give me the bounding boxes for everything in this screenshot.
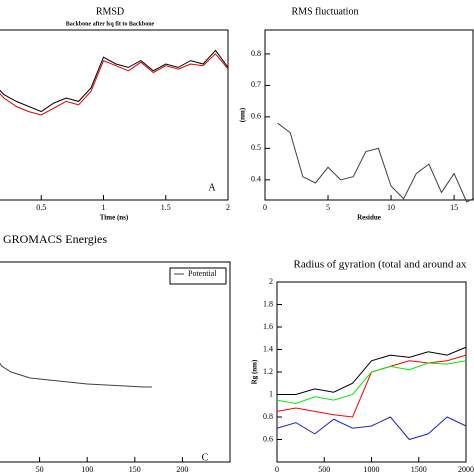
y-tick-label: 0.8 — [251, 49, 261, 58]
x-tick-label: 1 — [102, 203, 106, 212]
y-tick-label: 1.8 — [263, 299, 273, 308]
data-line — [0, 362, 152, 388]
x-tick-label: 0 — [275, 465, 279, 474]
y-tick-label: 1 — [269, 389, 273, 398]
plot-frame — [0, 261, 231, 463]
y-axis-label: Rg (nm) — [251, 359, 259, 384]
y-axis-label: (nm) — [239, 107, 247, 122]
y-tick-label: 0.6 — [251, 112, 261, 121]
x-tick-label: 150 — [129, 465, 141, 474]
x-tick-label: 1500 — [411, 465, 427, 474]
data-line — [277, 346, 467, 395]
data-line — [276, 354, 467, 418]
y-tick-label: 1.2 — [263, 367, 273, 376]
y-tick-label: 1.4 — [263, 344, 273, 353]
chart-title: RMSD — [96, 6, 124, 17]
panel-label: C — [202, 452, 209, 463]
data-line — [0, 49, 229, 113]
x-axis-label: Residue — [357, 214, 381, 222]
y-tick-label: 0.7 — [251, 80, 261, 89]
x-tick-label: 1000 — [364, 465, 380, 474]
plot-frame — [264, 29, 474, 201]
chart-title: RMS fluctuation — [292, 6, 359, 17]
panel-label: A — [208, 182, 216, 193]
x-tick-label: 2 — [226, 203, 230, 212]
x-tick-label: 2000 — [458, 465, 474, 474]
y-tick-label: 0.5 — [251, 143, 261, 152]
legend-label: Potential — [188, 269, 217, 278]
data-line — [0, 53, 229, 116]
data-line — [276, 416, 467, 441]
y-tick-label: 1.6 — [263, 322, 273, 331]
x-tick-label: 5 — [326, 203, 330, 212]
x-tick-label: 15 — [450, 203, 458, 212]
x-tick-label: 200 — [176, 465, 188, 474]
data-line — [276, 360, 467, 405]
x-tick-label: 0 — [263, 203, 267, 212]
x-axis-label: Time (ns) — [100, 214, 129, 222]
x-tick-label: 1.5 — [161, 203, 171, 212]
chart-subtitle: Backbone after lsq fit to Backbone — [66, 21, 155, 27]
y-tick-label: 2 — [269, 277, 273, 286]
legend-box — [169, 267, 227, 285]
chart-title: GROMACS Energies — [3, 232, 107, 246]
x-tick-label: 50 — [36, 465, 44, 474]
plot-frame — [0, 29, 229, 201]
y-tick-label: 0.8 — [263, 412, 273, 421]
y-tick-label: 0.6 — [263, 434, 273, 443]
x-tick-label: 10 — [387, 203, 395, 212]
y-tick-label: 0.4 — [251, 175, 261, 184]
x-tick-label: 500 — [318, 465, 330, 474]
x-tick-label: 0.5 — [36, 203, 46, 212]
data-line — [277, 122, 474, 203]
chart-title: Radius of gyration (total and around ax — [294, 259, 467, 271]
x-tick-label: 100 — [81, 465, 93, 474]
